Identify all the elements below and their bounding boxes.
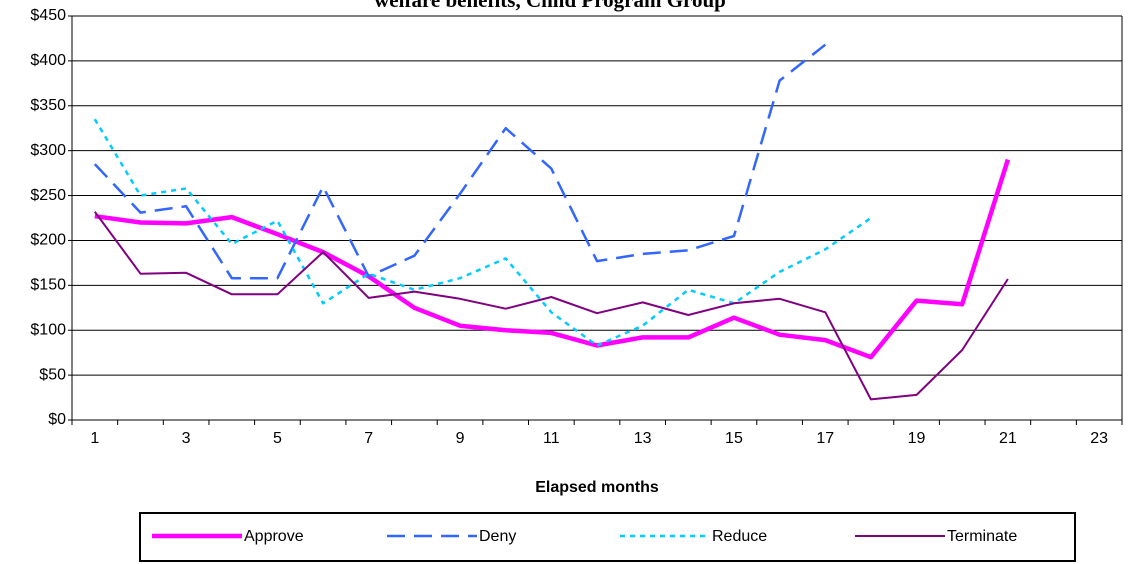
y-tick-label: $400 xyxy=(30,52,66,69)
series-line xyxy=(93,211,1009,401)
chart-title: welfare benefits, Child Program Group xyxy=(374,0,726,12)
x-tick-label: 15 xyxy=(725,430,743,447)
y-tick-label: $450 xyxy=(30,7,66,24)
x-tick-label: 7 xyxy=(364,430,373,447)
x-tick-label: 9 xyxy=(456,430,465,447)
legend-label: Reduce xyxy=(712,528,767,545)
y-tick-label: $0 xyxy=(48,411,66,428)
x-tick-label: 21 xyxy=(999,430,1017,447)
y-tick-label: $250 xyxy=(30,187,66,204)
y-tick-label: $200 xyxy=(30,232,66,249)
x-tick-label: 13 xyxy=(634,430,652,447)
x-tick-label: 17 xyxy=(816,430,834,447)
x-tick-label: 11 xyxy=(543,430,560,447)
series-line xyxy=(94,158,1011,360)
y-tick-label: $100 xyxy=(30,321,66,338)
series-line xyxy=(93,43,827,280)
x-axis-title: Elapsed months xyxy=(535,479,659,496)
x-tick-label: 1 xyxy=(90,430,99,447)
legend-label: Approve xyxy=(244,528,304,545)
y-tick-label: $300 xyxy=(30,142,66,159)
y-tick-label: $50 xyxy=(39,366,66,383)
legend-label: Terminate xyxy=(947,528,1017,545)
y-tick-label: $350 xyxy=(30,97,66,114)
x-tick-label: 3 xyxy=(182,430,191,447)
series-line xyxy=(93,118,872,347)
legend-label: Deny xyxy=(479,528,516,545)
x-tick-label: 23 xyxy=(1090,430,1108,447)
y-tick-label: $150 xyxy=(30,277,66,294)
x-tick-label: 5 xyxy=(273,430,282,447)
x-tick-label: 19 xyxy=(908,430,926,447)
